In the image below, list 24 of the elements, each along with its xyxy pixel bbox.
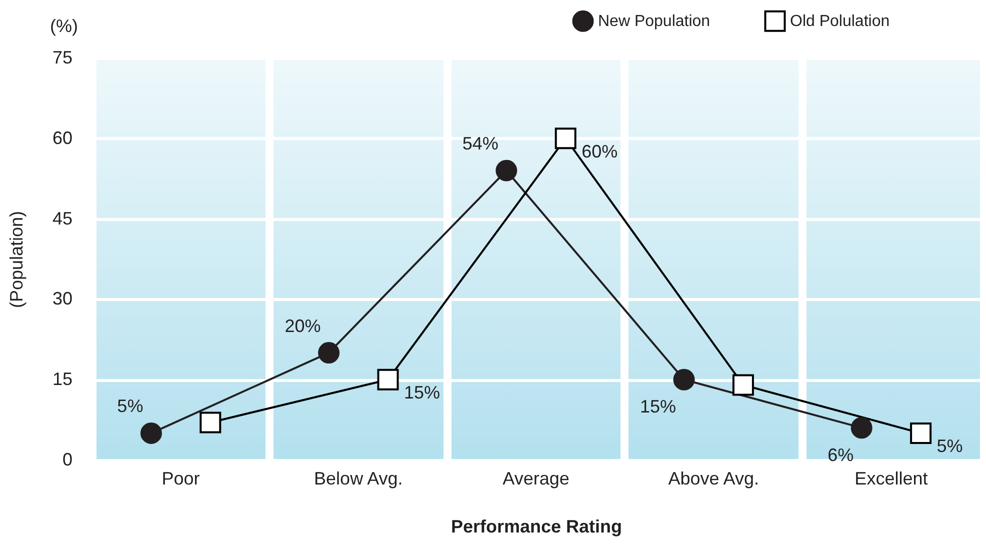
data-label: 54% bbox=[462, 134, 498, 154]
data-label: 60% bbox=[582, 141, 618, 162]
data-label: 15% bbox=[640, 396, 676, 417]
legend-label: Old Polulation bbox=[790, 13, 890, 30]
legend-label: New Population bbox=[598, 13, 710, 30]
y-tick-label: 45 bbox=[52, 208, 72, 228]
x-tick-label: Poor bbox=[162, 468, 200, 488]
y-tick-label: 0 bbox=[62, 450, 72, 470]
text: (%) bbox=[50, 16, 78, 36]
x-tick-label: Above Avg. bbox=[668, 468, 759, 488]
x-tick-label: Average bbox=[502, 468, 570, 488]
data-label: 6% bbox=[828, 444, 854, 465]
y-tick-label: 60 bbox=[52, 128, 72, 148]
x-axis-title: Performance Rating bbox=[450, 516, 622, 536]
y-axis-title: (Population) bbox=[6, 210, 26, 308]
y-tick-label: 75 bbox=[52, 48, 72, 68]
y-tick-label: 15 bbox=[52, 369, 72, 390]
y-tick-label: 30 bbox=[52, 288, 72, 309]
data-label: 20% bbox=[284, 316, 321, 336]
x-tick-label: Excellent bbox=[854, 468, 928, 488]
data-label: 5% bbox=[936, 436, 963, 456]
data-label: 5% bbox=[117, 396, 144, 416]
data-label: 15% bbox=[404, 382, 440, 403]
x-tick-label: Below Avg. bbox=[314, 468, 403, 488]
